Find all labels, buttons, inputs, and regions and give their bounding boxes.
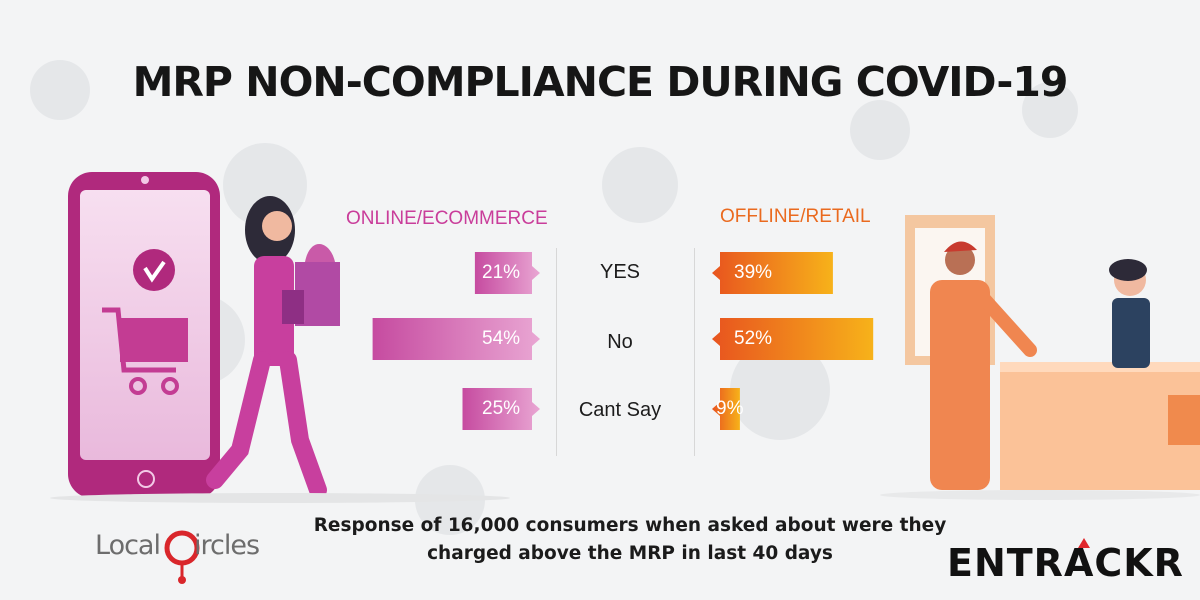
localcircles-logo-text-right: ircles xyxy=(193,530,260,561)
localcircles-logo-mark xyxy=(164,530,200,584)
value-label-offline-no: 52% xyxy=(734,328,773,349)
chart-caption: Response of 16,000 consumers when asked … xyxy=(300,512,960,568)
category-label-yes: YES xyxy=(599,261,641,283)
divider-left xyxy=(556,248,557,456)
phone-illustration xyxy=(68,172,220,498)
localcircles-logo: Local ircles xyxy=(95,530,260,561)
localcircles-logo-text-left: Local xyxy=(95,530,161,561)
caption-line-1: Response of 16,000 consumers when asked … xyxy=(313,515,947,536)
bar-offline-cant-say xyxy=(712,388,740,430)
bar-online-cant-say xyxy=(462,388,540,430)
category-label-no: No xyxy=(607,331,633,353)
bars-offline-series xyxy=(712,252,874,430)
bar-offline-no xyxy=(712,318,874,360)
retail-shop-illustration xyxy=(880,215,1200,500)
entrackr-logo-accent xyxy=(1078,538,1090,548)
value-label-offline-yes: 39% xyxy=(734,262,773,283)
legend-online: ONLINE/ECOMMERCE xyxy=(346,208,548,229)
caption-line-2: charged above the MRP in last 40 days xyxy=(427,543,833,564)
shopper-woman-illustration xyxy=(206,196,340,499)
bars-online-series xyxy=(372,252,540,430)
value-label-offline-cant-say: 9% xyxy=(716,398,744,419)
category-label-cant-say: Cant Say xyxy=(578,399,662,421)
page-title: MRP NON-COMPLIANCE DURING COVID-19 xyxy=(132,58,1069,106)
bar-online-yes xyxy=(474,252,540,294)
value-label-online-yes: 21% xyxy=(482,262,521,283)
bar-online-no xyxy=(372,318,540,360)
value-label-online-no: 54% xyxy=(482,328,521,349)
legend-offline: OFFLINE/RETAIL xyxy=(720,206,871,227)
divider-right xyxy=(694,248,695,456)
bar-offline-yes xyxy=(712,252,833,294)
value-label-online-cant-say: 25% xyxy=(482,398,521,419)
entrackr-logo: ENTRACKR xyxy=(947,541,1184,585)
